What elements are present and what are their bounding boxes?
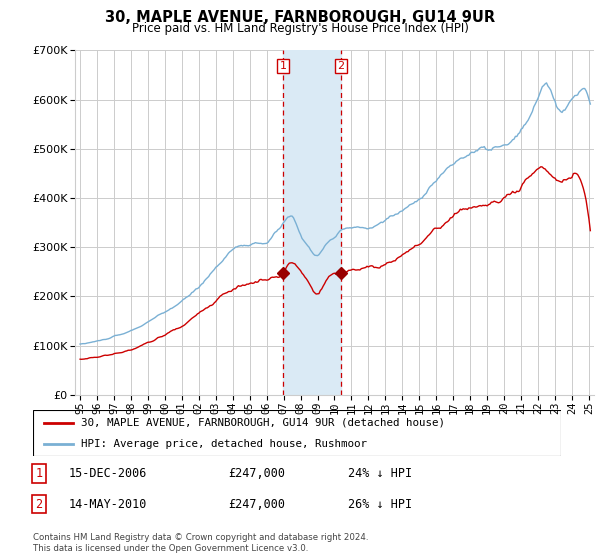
Text: £247,000: £247,000: [228, 466, 285, 480]
Text: 26% ↓ HPI: 26% ↓ HPI: [348, 497, 412, 511]
Text: 14-MAY-2010: 14-MAY-2010: [69, 497, 148, 511]
Text: 2: 2: [35, 497, 43, 511]
Text: 24% ↓ HPI: 24% ↓ HPI: [348, 466, 412, 480]
Text: HPI: Average price, detached house, Rushmoor: HPI: Average price, detached house, Rush…: [80, 439, 367, 449]
Text: 30, MAPLE AVENUE, FARNBOROUGH, GU14 9UR: 30, MAPLE AVENUE, FARNBOROUGH, GU14 9UR: [105, 10, 495, 25]
Text: 2: 2: [337, 60, 344, 71]
Text: Contains HM Land Registry data © Crown copyright and database right 2024.
This d: Contains HM Land Registry data © Crown c…: [33, 533, 368, 553]
Text: 1: 1: [280, 60, 286, 71]
Text: £247,000: £247,000: [228, 497, 285, 511]
Text: 30, MAPLE AVENUE, FARNBOROUGH, GU14 9UR (detached house): 30, MAPLE AVENUE, FARNBOROUGH, GU14 9UR …: [80, 418, 445, 428]
Text: 1: 1: [35, 466, 43, 480]
Text: 15-DEC-2006: 15-DEC-2006: [69, 466, 148, 480]
Bar: [283, 50, 341, 395]
Text: Price paid vs. HM Land Registry's House Price Index (HPI): Price paid vs. HM Land Registry's House …: [131, 22, 469, 35]
